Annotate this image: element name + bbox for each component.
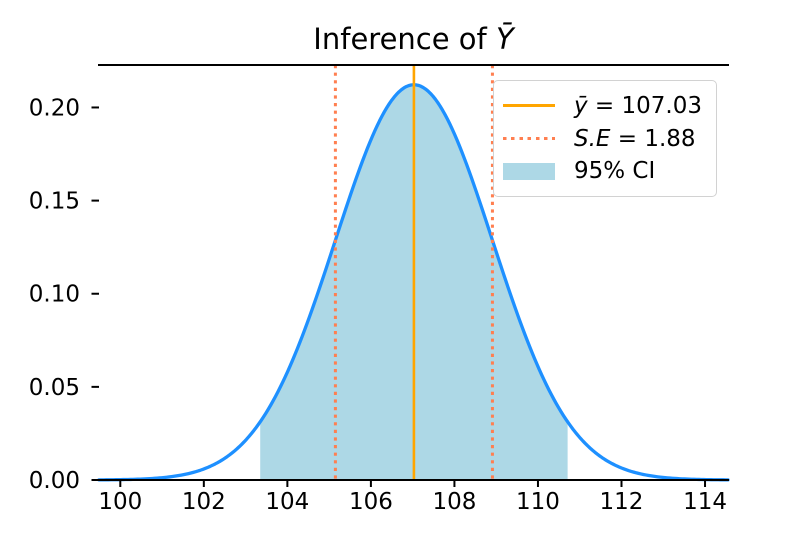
- ci-patch-swatch: [503, 162, 555, 180]
- legend-mean-value: = 107.03: [587, 92, 702, 119]
- y-tick-label: 0.10: [29, 282, 80, 308]
- x-tick-label: 104: [265, 489, 309, 515]
- mean-line-swatch: [503, 104, 555, 108]
- legend-ci-value: 95% CI: [574, 158, 656, 185]
- x-tick-label: 108: [432, 489, 476, 515]
- legend-item-ci: 95% CI: [502, 159, 708, 183]
- chart-title: Inference of Ȳ: [99, 24, 728, 55]
- y-tick-label: 0.05: [29, 375, 80, 401]
- y-tick-label: 0.00: [29, 468, 80, 494]
- x-tick-label: 110: [516, 489, 560, 515]
- se-line-swatch: [503, 137, 555, 140]
- y-tick-label: 0.15: [29, 189, 80, 215]
- x-tick-label: 114: [683, 489, 727, 515]
- legend: ȳ = 107.03 S.E = 1.88 95% CI: [493, 80, 717, 197]
- legend-label-mean: ȳ = 107.03: [574, 94, 702, 118]
- legend-label-ci: 95% CI: [574, 159, 655, 183]
- x-tick-label: 102: [182, 489, 226, 515]
- x-tick-label: 106: [349, 489, 393, 515]
- legend-label-se: S.E = 1.88: [574, 127, 696, 151]
- legend-item-se: S.E = 1.88: [502, 127, 708, 151]
- chart-title-text: Inference of: [313, 22, 496, 56]
- legend-se-var: S.E: [574, 125, 611, 152]
- legend-se-value: = 1.88: [610, 125, 696, 152]
- chart-title-math-symbol: Ȳ: [495, 22, 514, 56]
- y-tick-label: 0.20: [29, 95, 80, 121]
- legend-item-mean: ȳ = 107.03: [502, 94, 708, 118]
- x-tick-label: 100: [98, 489, 142, 515]
- legend-mean-var: ȳ: [574, 92, 588, 119]
- x-tick-label: 112: [600, 489, 644, 515]
